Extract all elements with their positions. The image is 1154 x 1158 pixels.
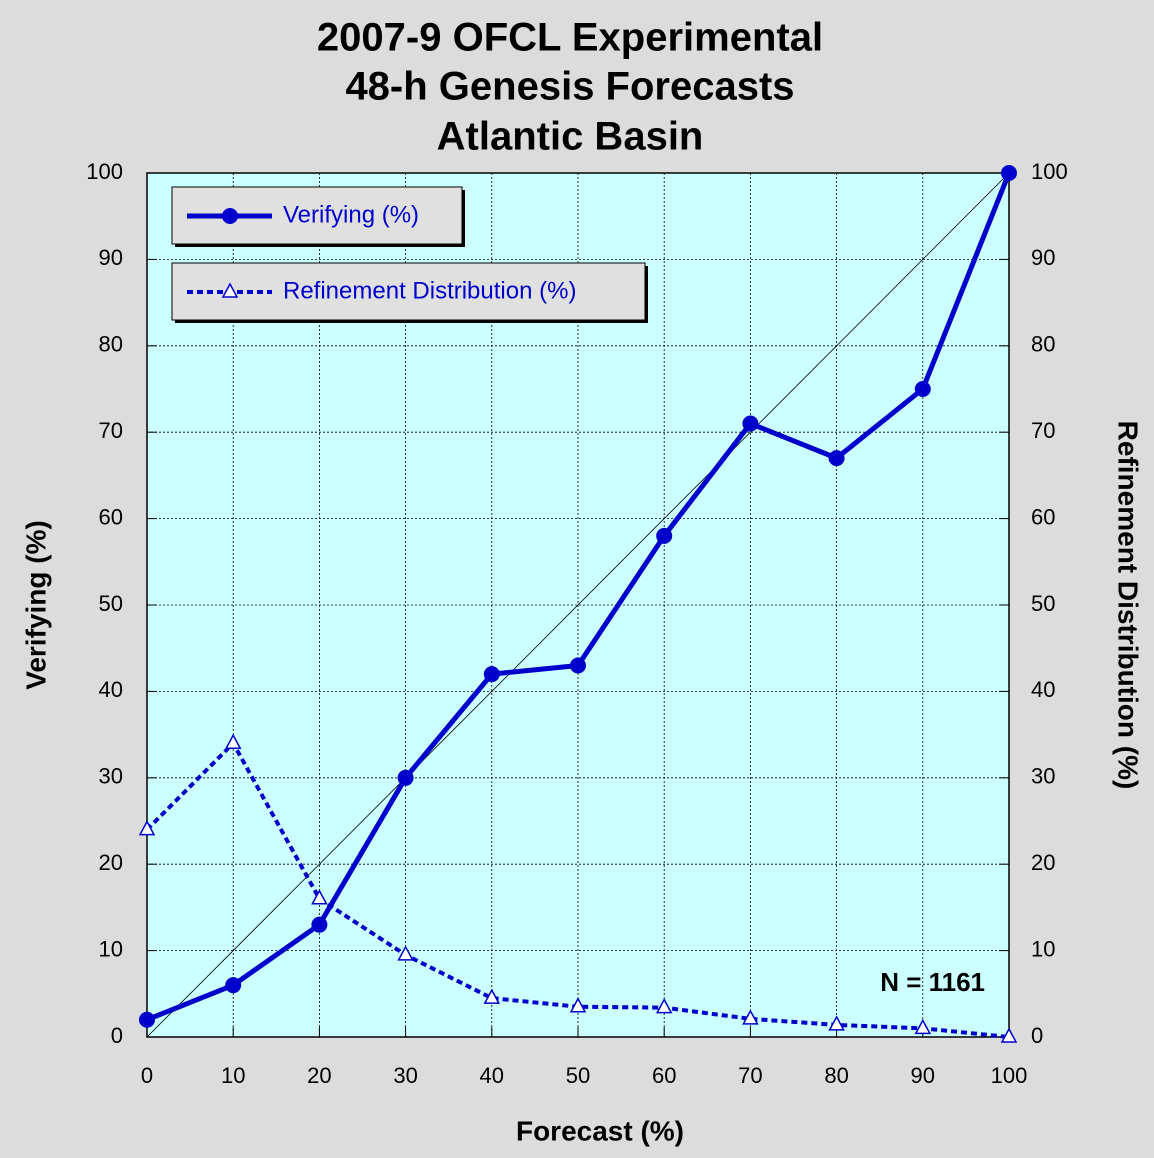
chart-title: 48-h Genesis Forecasts — [345, 65, 794, 109]
y-axis-label: Verifying (%) — [20, 520, 51, 690]
y-tick-label: 10 — [99, 936, 123, 961]
x-tick-label: 90 — [911, 1063, 935, 1088]
legend-marker — [221, 282, 239, 298]
y2-tick-label: 10 — [1031, 936, 1055, 961]
legend-label: Verifying (%) — [283, 201, 419, 228]
point — [139, 1011, 155, 1028]
point — [656, 527, 673, 544]
y-tick-label: 40 — [99, 677, 123, 702]
y-tick-label: 70 — [99, 418, 123, 443]
point — [914, 381, 931, 397]
y-tick-label: 90 — [99, 245, 123, 270]
x-tick-label: 0 — [141, 1063, 153, 1088]
annotation: N = 1161 — [880, 967, 985, 997]
chart-title: Atlantic Basin — [437, 115, 704, 159]
point — [742, 1009, 759, 1025]
x-tick-label: 30 — [393, 1063, 417, 1088]
point — [1000, 1027, 1018, 1043]
x-tick-label: 20 — [307, 1063, 331, 1088]
point — [225, 977, 242, 994]
x-tick-label: 40 — [480, 1063, 504, 1088]
y2-tick-label: 90 — [1031, 245, 1055, 270]
point — [569, 997, 587, 1013]
point — [397, 945, 414, 961]
x-axis-label: Forecast (%) — [516, 1115, 684, 1146]
point — [138, 820, 156, 836]
point — [655, 998, 673, 1014]
y2-tick-label: 40 — [1031, 677, 1055, 702]
y2-tick-label: 20 — [1031, 850, 1055, 875]
y-tick-label: 50 — [99, 591, 123, 616]
y2-tick-label: 0 — [1031, 1023, 1043, 1048]
y2-tick-label: 30 — [1031, 764, 1055, 789]
point — [828, 450, 845, 467]
x-tick-label: 50 — [566, 1063, 590, 1088]
y-tick-label: 80 — [99, 332, 123, 357]
y2-tick-label: 50 — [1031, 591, 1055, 616]
point — [311, 916, 328, 933]
y-tick-label: 60 — [99, 504, 123, 529]
y-tick-label: 20 — [99, 850, 123, 875]
x-tick-label: 60 — [652, 1063, 676, 1088]
y2-tick-label: 100 — [1031, 159, 1068, 184]
x-tick-label: 70 — [738, 1063, 762, 1088]
legend-marker — [222, 208, 238, 224]
y-tick-label: 0 — [111, 1023, 123, 1048]
point — [483, 666, 500, 683]
y2-tick-label: 70 — [1031, 418, 1055, 443]
y2-tick-label: 60 — [1031, 504, 1055, 529]
point — [742, 415, 759, 432]
reference-line — [146, 172, 1010, 1038]
y-tick-label: 100 — [86, 159, 123, 184]
legend-label: Refinement Distribution (%) — [283, 277, 576, 304]
x-tick-label: 10 — [221, 1063, 245, 1088]
y2-tick-label: 80 — [1031, 332, 1055, 357]
point — [397, 769, 414, 786]
y2-axis-label: Refinement Distribution (%) — [1113, 421, 1144, 790]
x-tick-label: 100 — [991, 1063, 1028, 1088]
point — [483, 988, 501, 1004]
point — [311, 889, 328, 905]
chart-title: 2007-9 OFCL Experimental — [317, 16, 823, 60]
point — [914, 1018, 932, 1035]
x-tick-label: 80 — [824, 1063, 848, 1088]
point — [1001, 165, 1017, 181]
point — [570, 657, 586, 674]
y-tick-label: 30 — [99, 764, 123, 789]
point — [828, 1015, 845, 1031]
point — [224, 733, 242, 749]
